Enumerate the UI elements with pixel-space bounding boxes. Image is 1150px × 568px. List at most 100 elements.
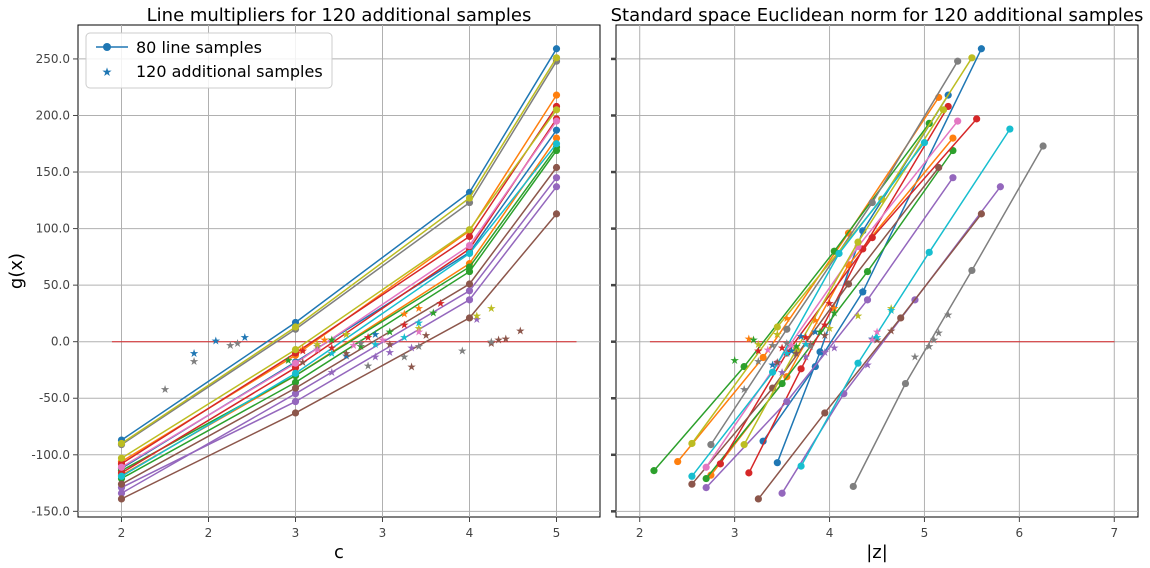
additional-sample-star: ★ [772, 328, 782, 341]
left-x-axis-label: c [334, 542, 344, 563]
series-line [710, 60, 959, 446]
series-point [977, 45, 986, 53]
additional-sample-star: ★ [370, 338, 380, 351]
legend-entry-line-samples: 80 line samples [136, 38, 262, 57]
additional-sample-star: ★ [327, 341, 337, 354]
additional-sample-star: ★ [858, 285, 868, 298]
series-line [800, 128, 1011, 467]
additional-sample-star: ★ [298, 345, 308, 358]
additional-sample-star: ★ [472, 310, 482, 323]
additional-sample-star: ★ [341, 349, 351, 362]
additional-sample-star: ★ [414, 326, 424, 339]
additional-sample-star: ★ [370, 328, 380, 341]
additional-sample-star: ★ [806, 340, 816, 353]
series-line [121, 48, 558, 441]
series-point [973, 115, 981, 123]
additional-sample-star: ★ [385, 326, 395, 339]
additional-sample-star: ★ [806, 338, 816, 351]
additional-sample-star: ★ [810, 314, 820, 327]
legend-dot-marker [103, 43, 111, 51]
additional-sample-star: ★ [801, 350, 811, 363]
additional-sample-star: ★ [924, 340, 934, 353]
series-point [552, 210, 561, 218]
additional-sample-star: ★ [378, 333, 388, 346]
series-point [552, 106, 561, 114]
series-point [552, 163, 561, 172]
series-line [121, 177, 558, 494]
series-point [773, 323, 781, 331]
series-point [117, 439, 126, 448]
additional-sample-star: ★ [796, 330, 806, 343]
series-point [465, 296, 474, 304]
x-tick-label: 5 [553, 526, 561, 540]
additional-sample-star: ★ [744, 332, 754, 345]
additional-sample-star: ★ [189, 355, 199, 368]
additional-sample-star: ★ [312, 344, 322, 357]
additional-sample-star: ★ [872, 331, 882, 344]
series-point [920, 139, 929, 147]
additional-sample-star: ★ [934, 327, 944, 340]
series-point [552, 146, 561, 155]
legend-frame [85, 32, 333, 89]
left-series-group [117, 45, 561, 503]
series-line [121, 109, 558, 459]
additional-sample-star: ★ [494, 333, 504, 346]
additional-sample-star: ★ [768, 339, 778, 352]
series-point [745, 469, 753, 477]
x-tick-label: 6 [1016, 526, 1024, 540]
series-point [702, 463, 710, 471]
right-plot-frame [615, 24, 1139, 518]
additional-sample-star: ★ [782, 337, 792, 350]
additional-sample-star: ★ [886, 302, 896, 315]
additional-sample-star: ★ [829, 302, 839, 315]
series-line [677, 96, 940, 463]
x-tick-label: 5 [921, 526, 929, 540]
series-point [716, 460, 725, 468]
additional-sample-star: ★ [820, 319, 830, 332]
series-point [778, 489, 786, 497]
series-line [121, 143, 558, 477]
additional-sample-star: ★ [399, 307, 409, 320]
additional-sample-star: ★ [872, 326, 882, 339]
y-tick-label: 200.0 [36, 108, 70, 122]
additional-sample-star: ★ [872, 333, 882, 346]
series-point [778, 379, 786, 388]
additional-sample-star: ★ [777, 366, 787, 379]
series-point [759, 353, 767, 362]
additional-sample-star: ★ [501, 332, 511, 345]
x-tick-label: 3 [731, 526, 739, 540]
series-point [465, 241, 474, 250]
left-y-ticks: -150.0 -100.0 -50.0 0.0 50.0 100.0 150.0 200.0 2… [31, 52, 78, 518]
y-tick-label: 250.0 [36, 52, 70, 66]
series-point [863, 296, 872, 304]
series-point [552, 54, 561, 62]
additional-sample-star: ★ [312, 340, 322, 353]
series-point [291, 369, 300, 377]
series-point [754, 495, 762, 503]
series-point [552, 174, 561, 182]
series-point [117, 472, 126, 480]
series-point [901, 379, 910, 388]
series-point [949, 134, 957, 142]
series-point [552, 45, 561, 53]
additional-sample-star: ★ [160, 383, 170, 396]
additional-sample-star: ★ [772, 356, 782, 369]
series-line [852, 145, 1044, 487]
additional-sample-star: ★ [312, 338, 322, 351]
additional-sample-star: ★ [363, 331, 373, 344]
series-point [854, 359, 862, 367]
additional-sample-star: ★ [515, 324, 525, 337]
additional-sample-star: ★ [356, 337, 366, 350]
right-y-ticks [611, 57, 616, 513]
series-point [702, 474, 710, 483]
additional-sample-star: ★ [886, 304, 896, 317]
x-tick-label: 7 [1110, 526, 1118, 540]
series-point [863, 267, 872, 276]
series-line [121, 186, 558, 489]
series-point [939, 106, 948, 114]
series-point [117, 495, 126, 503]
additional-sample-star: ★ [782, 312, 792, 325]
left-chart-panel: ★★ ★★★★★ ★★ ★★★★★★★ ★★★★★★ ★ ★★★★★★ ★★★★ ★★★★★ ★ ★… [6, 5, 601, 563]
series-point [925, 248, 933, 256]
